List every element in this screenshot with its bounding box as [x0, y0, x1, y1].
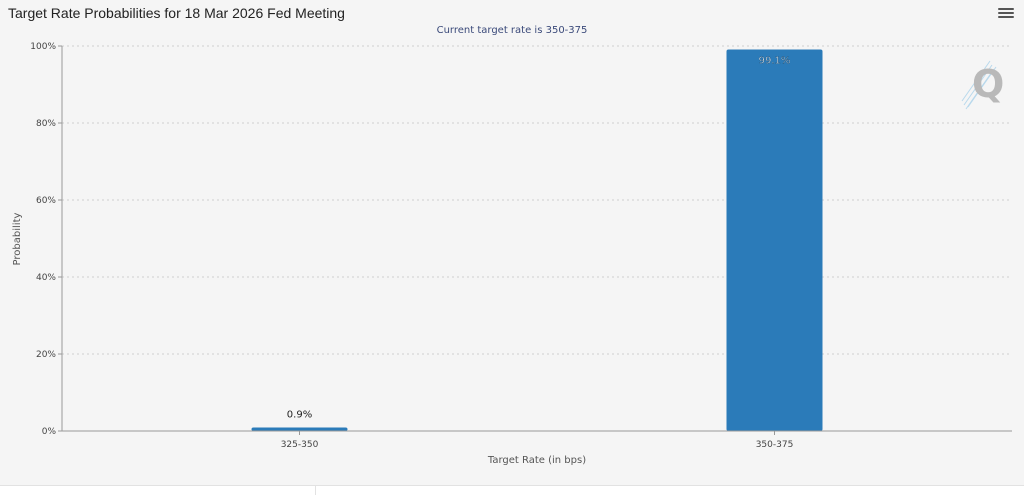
y-tick-label: 20%: [36, 350, 56, 360]
bar-325-350[interactable]: [251, 427, 348, 431]
bars: [251, 49, 823, 432]
y-tick-label: 0%: [42, 427, 57, 437]
x-axis-title: Target Rate (in bps): [487, 455, 586, 466]
y-tick-label: 100%: [30, 42, 56, 52]
x-axis-ticks: 325-350 350-375: [281, 431, 794, 450]
y-tick-label: 60%: [36, 196, 56, 206]
data-label-325-350: 0.9%: [287, 410, 312, 421]
grid-lines: [62, 45, 1012, 355]
bottom-panel: [0, 485, 1024, 495]
y-tick-label: 80%: [36, 119, 56, 129]
y-axis-title: Probability: [12, 212, 23, 265]
hamburger-menu-icon[interactable]: [998, 6, 1014, 20]
q-logo-icon: Q: [960, 55, 1006, 111]
y-tick-label: 40%: [36, 273, 56, 283]
y-axis-ticks: 0% 20% 40% 60% 80% 100%: [30, 42, 62, 437]
x-tick-label: 325-350: [281, 440, 319, 450]
x-tick-label: 350-375: [756, 440, 794, 450]
chart-title: Target Rate Probabilities for 18 Mar 202…: [8, 5, 345, 21]
chart-subtitle: Current target rate is 350-375: [436, 25, 588, 36]
data-labels: 0.9% 99.1%: [287, 55, 791, 420]
bar-350-375[interactable]: [726, 49, 823, 432]
data-label-350-375: 99.1%: [759, 55, 791, 66]
svg-text:Q: Q: [972, 62, 1004, 106]
